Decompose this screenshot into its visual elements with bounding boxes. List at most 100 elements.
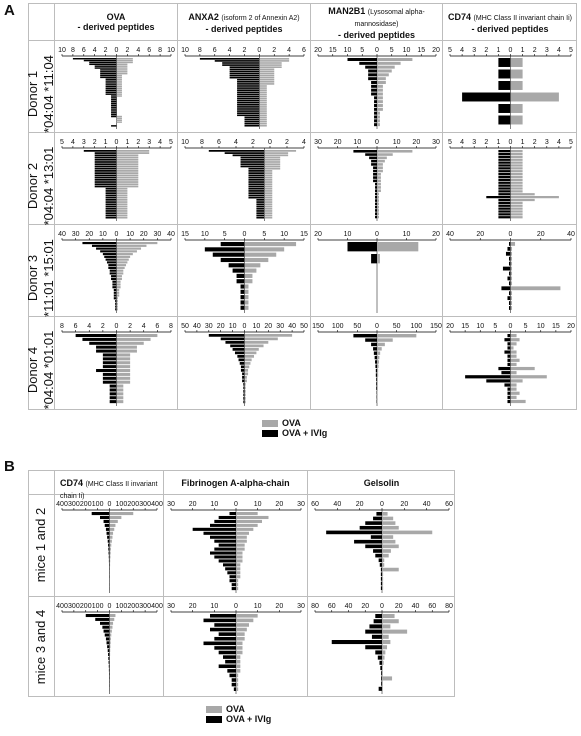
chart-tick-label: 20	[189, 603, 197, 610]
col-title-man2b1-note: (Lysosomal alpha-	[367, 9, 425, 16]
bar-ova	[116, 242, 158, 245]
bar-ova-ivig	[231, 678, 236, 682]
col-title-cd74-b-name: CD74	[60, 478, 84, 488]
bar-ova	[377, 159, 385, 163]
bar-ova-ivig	[100, 515, 110, 520]
bar-ova	[116, 154, 139, 157]
bar-ova-ivig	[508, 261, 511, 266]
bar-ova-ivig	[248, 170, 265, 172]
bar-ova	[236, 664, 241, 669]
bar-ova-ivig	[105, 190, 117, 192]
bar-ova	[510, 399, 526, 404]
bar-ova	[264, 198, 273, 201]
bar-ova	[259, 95, 267, 98]
col-title-anxa2-name: ANXA2	[188, 12, 219, 22]
bar-ova	[510, 155, 523, 158]
chart-tick-label: 6	[213, 47, 217, 54]
bar-ova-ivig	[243, 383, 245, 386]
bar-ova-ivig	[94, 156, 117, 159]
bar-ova	[264, 190, 273, 192]
legend-b-ova-swatch	[206, 706, 222, 714]
bar-ova	[116, 288, 120, 292]
bar-ova	[377, 196, 379, 199]
chart-tick-label: 40	[345, 603, 353, 610]
bar-ova-ivig	[107, 539, 110, 543]
bar-ova	[510, 193, 535, 196]
chart-tick-label: 50	[393, 323, 401, 330]
chart-tick-label: 40	[412, 603, 420, 610]
bar-ova-ivig	[105, 205, 117, 208]
bar-ova-ivig	[105, 194, 117, 197]
bar-ova-ivig	[115, 308, 117, 311]
bar-ova-ivig	[102, 357, 117, 361]
bar-ova	[109, 617, 115, 621]
bar-ova	[109, 555, 111, 559]
bar-ova-ivig	[375, 553, 382, 558]
bar-ova	[116, 170, 139, 172]
bar-ova	[377, 347, 382, 351]
bar-ova-ivig	[507, 342, 511, 346]
bar-ova-ivig	[229, 76, 260, 79]
bar-ova	[116, 392, 124, 396]
bar-ova-ivig	[370, 535, 382, 539]
bar-ova-ivig	[229, 66, 260, 68]
panel-b-frame	[28, 470, 455, 697]
bar-ova-ivig	[498, 207, 511, 210]
bar-ova-ivig	[243, 397, 245, 400]
chart-tick-label: 10	[280, 231, 288, 238]
chart-tick-label: 2	[104, 47, 108, 54]
bar-ova-ivig	[237, 112, 260, 114]
bar-ova-ivig	[218, 515, 236, 520]
chart-tick-label: 150	[312, 323, 324, 330]
chart-tick-label: 30	[167, 501, 175, 508]
bar-ova-ivig	[244, 124, 260, 127]
chart-tick-label: 0	[380, 603, 384, 610]
bar-ova	[510, 383, 517, 387]
bar-ova	[382, 624, 391, 629]
bar-ova	[244, 372, 249, 376]
bar-ova-ivig	[498, 104, 511, 113]
bar-ova-ivig	[108, 656, 110, 660]
legend-b-ova-label: OVA	[226, 704, 245, 714]
legend-b: OVA OVA + IVIg	[206, 704, 271, 724]
bar-ova	[116, 214, 128, 217]
bar-ova-ivig	[240, 165, 265, 168]
bar-ova-ivig	[102, 353, 117, 357]
chart-tick-label: 15	[552, 323, 560, 330]
bar-ova	[116, 203, 128, 206]
bar-ova	[377, 150, 413, 153]
chart-tick-label: 10	[353, 139, 361, 146]
bar-ova	[510, 184, 523, 187]
bar-ova	[377, 182, 381, 186]
bar-ova-ivig	[75, 334, 117, 338]
chart-tick-label: 400	[151, 603, 163, 610]
panel-a-col-divider-1	[177, 3, 178, 410]
bar-ova	[116, 376, 131, 380]
bar-ova	[377, 342, 385, 347]
bar-ova	[244, 383, 246, 386]
bar-ova-ivig	[378, 558, 382, 563]
chart-tick-label: 0	[509, 323, 513, 330]
chart-tick-label: 4	[71, 139, 75, 146]
bar-ova-ivig	[230, 344, 245, 348]
bar-ova-ivig	[192, 527, 236, 531]
chart-tick-label: 30	[432, 139, 440, 146]
bar-ova-ivig	[237, 93, 260, 96]
bar-ova	[382, 676, 393, 681]
bar-ova-ivig	[222, 64, 260, 66]
bar-ova	[116, 349, 137, 353]
bar-ova	[116, 357, 131, 361]
bar-ova-ivig	[229, 70, 260, 73]
bar-ova-ivig	[106, 261, 117, 264]
bar-ova-ivig	[94, 183, 117, 186]
bar-ova-ivig	[102, 253, 117, 256]
bar-ova	[116, 277, 122, 281]
bar-ova-ivig	[105, 212, 117, 215]
bar-ova	[377, 242, 419, 252]
bar-ova-ivig	[380, 586, 382, 590]
bar-ova	[116, 396, 124, 400]
bar-ova	[116, 286, 121, 289]
bar-ova-ivig	[498, 181, 511, 184]
bar-ova	[510, 204, 523, 207]
